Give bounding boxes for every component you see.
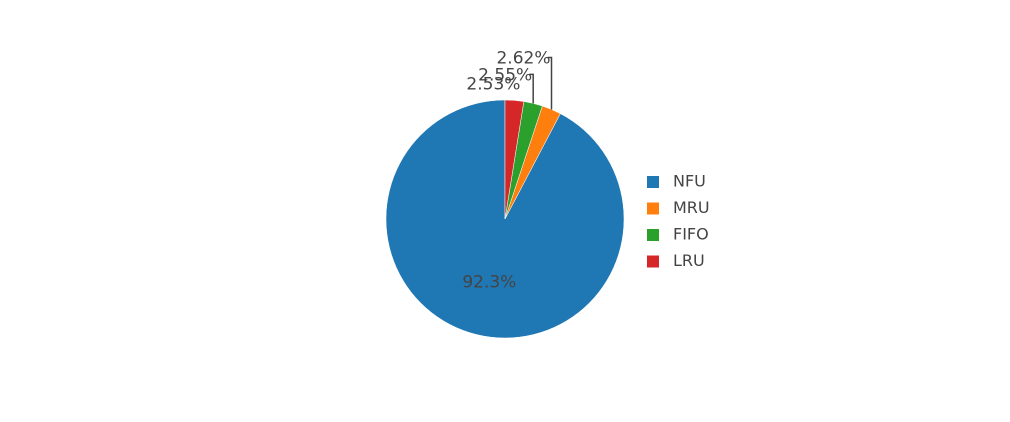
legend-label-mru: MRU bbox=[673, 198, 710, 217]
slice-label-lru: 2.53% bbox=[466, 74, 520, 94]
legend-item-mru[interactable]: MRU bbox=[647, 198, 710, 217]
legend-item-lru[interactable]: LRU bbox=[647, 251, 705, 270]
pie-slices bbox=[385, 99, 625, 339]
slice-label-fifo: 2.55% bbox=[478, 65, 532, 85]
pie-slice-lru[interactable] bbox=[504, 99, 525, 220]
legend-item-fifo[interactable]: FIFO bbox=[647, 225, 709, 244]
leader-line-mru bbox=[547, 56, 553, 110]
legend-item-nfu[interactable]: NFU bbox=[647, 172, 706, 191]
legend-label-fifo: FIFO bbox=[673, 225, 709, 244]
legend-swatch-fifo bbox=[647, 229, 659, 241]
legend-swatch-mru bbox=[647, 202, 659, 215]
legend-swatch-lru bbox=[647, 255, 659, 268]
legend-swatch-nfu bbox=[647, 176, 659, 188]
slice-label-nfu: 92.3% bbox=[462, 273, 516, 293]
legend-label-nfu: NFU bbox=[673, 172, 706, 191]
leader-line-fifo bbox=[529, 73, 534, 104]
slice-label-mru: 2.62% bbox=[496, 48, 550, 68]
legend: NFU MRU FIFO LRU bbox=[647, 172, 710, 270]
pie-labels: 92.3% 2.62%2.55%2.53% bbox=[462, 48, 553, 293]
legend-label-lru: LRU bbox=[673, 251, 705, 270]
